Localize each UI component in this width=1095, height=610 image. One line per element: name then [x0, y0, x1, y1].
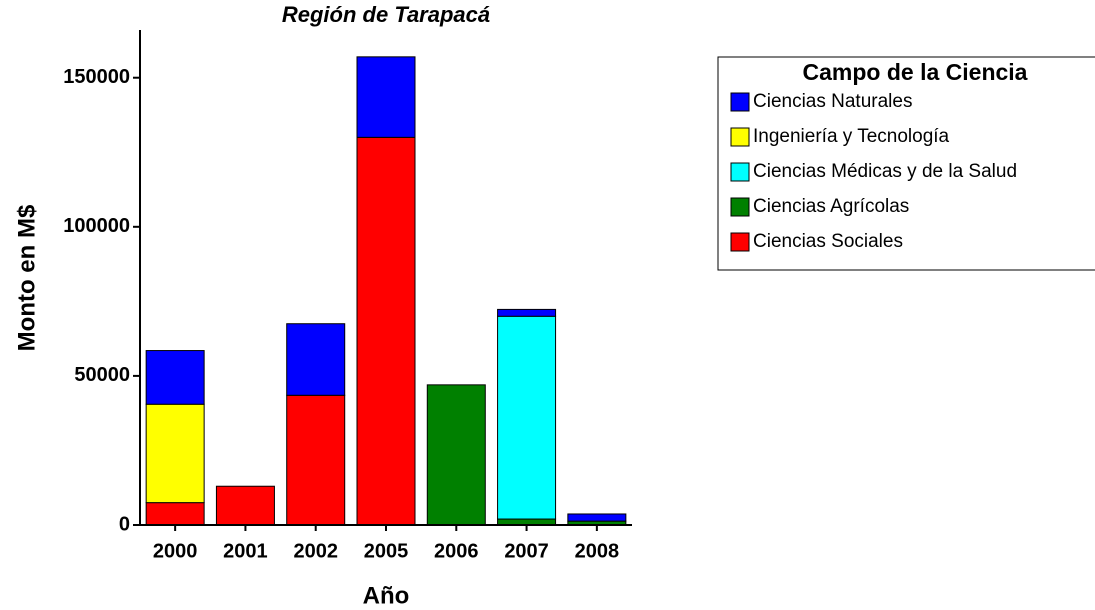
legend-label: Ciencias Agrícolas [753, 196, 909, 217]
legend-title: Campo de la Ciencia [803, 59, 1028, 85]
x-tick-label: 2001 [223, 540, 268, 562]
y-tick-label: 100000 [63, 215, 130, 237]
y-axis-label: Monto en M$ [13, 204, 40, 351]
x-tick-label: 2006 [434, 540, 479, 562]
x-tick-label: 2005 [364, 540, 409, 562]
bar-segment [145, 502, 205, 526]
bar-segment [497, 315, 557, 520]
x-tick-label: 2008 [575, 540, 620, 562]
legend-label: Ciencias Naturales [753, 91, 912, 112]
legend-swatch [730, 127, 750, 147]
bar-segment [356, 136, 416, 526]
bar-segment [145, 403, 205, 504]
bar-segment [497, 308, 557, 317]
legend-label: Ingeniería y Tecnología [753, 126, 950, 147]
y-tick-label: 150000 [63, 66, 130, 88]
legend-swatch [730, 162, 750, 182]
legend-box [717, 56, 1095, 271]
x-tick-label: 2007 [504, 540, 549, 562]
chart-title: Región de Tarapacá [282, 2, 490, 27]
bar-segment [426, 384, 486, 526]
bar-segment [286, 323, 346, 396]
x-tick-label: 2000 [153, 540, 198, 562]
x-tick-label: 2002 [293, 540, 338, 562]
legend-label: Ciencias Médicas y de la Salud [753, 161, 1017, 182]
bar-segment [567, 513, 627, 522]
x-axis-label: Año [363, 582, 410, 609]
y-tick-label: 0 [119, 513, 130, 535]
legend-label: Ciencias Sociales [753, 231, 903, 252]
y-tick-label: 50000 [74, 364, 130, 386]
bar-segment [215, 485, 275, 526]
legend-swatch [730, 197, 750, 217]
legend-swatch [730, 92, 750, 112]
bar-segment [145, 350, 205, 405]
legend-swatch [730, 232, 750, 252]
bar-segment [356, 56, 416, 138]
bar-segment [286, 394, 346, 526]
